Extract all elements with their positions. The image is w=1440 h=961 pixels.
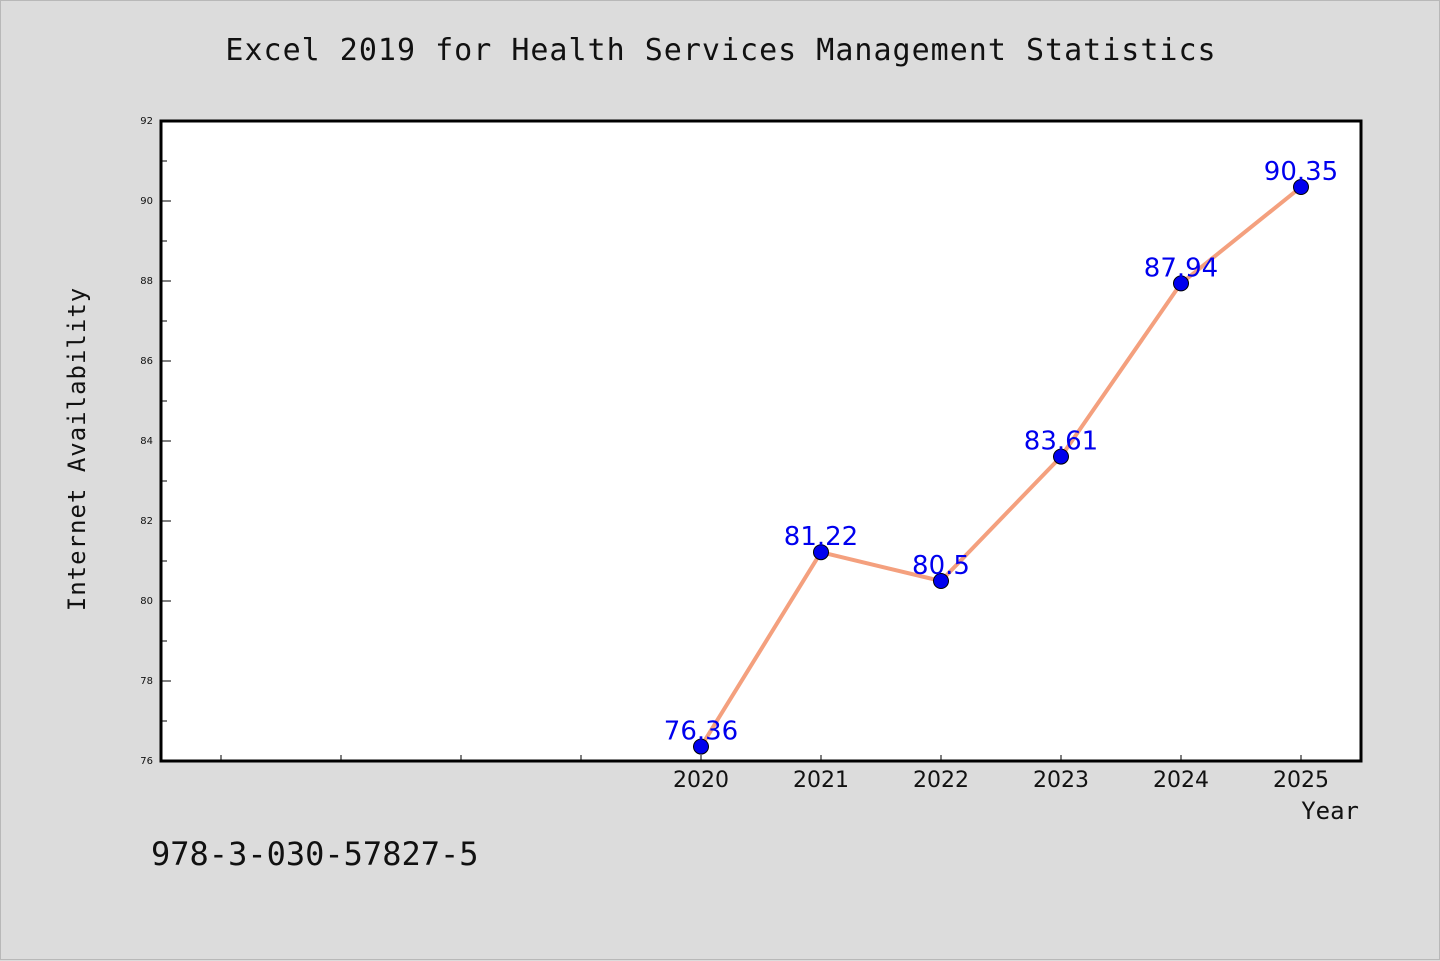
- y-tick-label: 84: [140, 436, 153, 447]
- data-point: [1293, 179, 1309, 195]
- series-line: [699, 185, 1303, 748]
- x-tick-label: 2025: [1273, 768, 1329, 793]
- y-tick-label: 86: [140, 356, 153, 367]
- plot-area: [159, 119, 1363, 763]
- data-label: 76.36: [664, 717, 738, 747]
- y-tick-label: 76: [140, 756, 153, 767]
- y-tick-label: 80: [140, 596, 153, 607]
- data-point: [813, 544, 829, 561]
- x-tick-label: 2020: [673, 768, 729, 793]
- data-label: 80.5: [912, 551, 970, 581]
- x-tick-label: 2021: [793, 768, 849, 793]
- data-point: [933, 573, 949, 589]
- data-label: 87.94: [1144, 253, 1218, 283]
- y-tick-label: 90: [140, 196, 153, 207]
- data-label: 83.61: [1024, 427, 1098, 457]
- y-tick-label: 82: [140, 516, 153, 527]
- x-tick-label: 2023: [1033, 768, 1089, 793]
- data-label: 81.22: [784, 522, 858, 552]
- x-axis-label: Year: [1301, 797, 1359, 825]
- x-tick-label: 2022: [913, 768, 969, 793]
- y-tick-label: 88: [140, 276, 153, 287]
- chart-title: Excel 2019 for Health Services Managemen…: [225, 33, 1217, 68]
- data-point: [693, 738, 709, 755]
- y-tick-label: 92: [140, 116, 153, 127]
- x-tick-label: 2024: [1153, 768, 1209, 793]
- data-label: 90.35: [1264, 157, 1338, 187]
- data-point: [1173, 275, 1189, 292]
- data-point: [1053, 448, 1069, 465]
- isbn-text: 978-3-030-57827-5: [151, 835, 479, 873]
- y-tick-label: 78: [140, 676, 153, 687]
